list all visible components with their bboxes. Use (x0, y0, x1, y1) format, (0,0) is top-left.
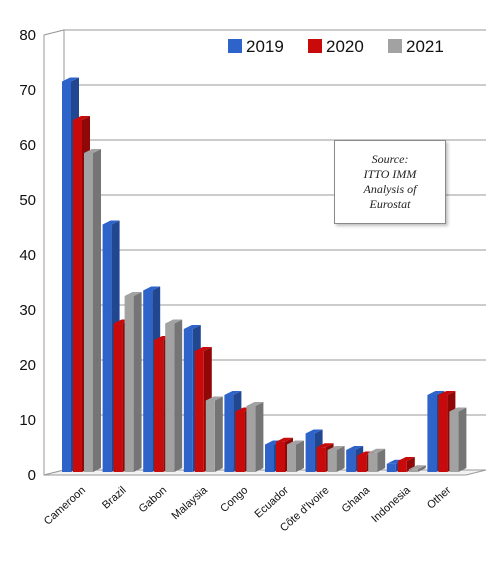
x-tick-label: Congo (218, 484, 250, 515)
y-tick-label: 40 (19, 247, 36, 264)
bar-2021 (246, 402, 264, 472)
x-tick-labels: Cameroon Brazil Gabon Malaysia Congo EcuadorC… (42, 484, 454, 535)
bar-2021 (287, 440, 304, 472)
y-tick-label: 20 (19, 357, 36, 374)
bar-2021 (408, 465, 426, 472)
x-tick-label: Ghana (340, 484, 373, 516)
bar-2021 (165, 319, 183, 472)
x-tick-label: Indonesia (369, 484, 413, 525)
y-tick-label: 0 (28, 467, 36, 484)
legend-swatch (228, 39, 242, 53)
bar-2021 (205, 396, 223, 472)
bar-2021 (449, 407, 467, 472)
source-annotation-box: Source: ITTO IMM Analysis of Eurostat (334, 140, 446, 224)
x-tick-label: Brazil (100, 484, 128, 511)
y-tick-labels: 0 10 20 30 40 50 60 70 80 (19, 27, 36, 484)
bars (62, 77, 467, 472)
x-tick-label: Malaysia (170, 484, 211, 523)
y-tick-label: 60 (19, 137, 36, 154)
y-tick-label: 80 (19, 27, 36, 44)
side-wall (43, 29, 65, 476)
bar-2021 (327, 446, 345, 472)
y-tick-label: 70 (19, 82, 36, 99)
y-tick-label: 50 (19, 192, 36, 209)
bar-2021 (124, 292, 142, 472)
x-tick-label: Ecuador (253, 484, 292, 521)
bar-2021 (84, 149, 101, 472)
legend: 2019 2020 2021 (228, 37, 444, 56)
x-tick-label: Other (425, 484, 454, 512)
legend-swatch (308, 39, 322, 53)
y-tick-label: 30 (19, 302, 36, 319)
bar-2021 (368, 448, 386, 472)
legend-swatch (388, 39, 402, 53)
legend-label: 2019 (246, 37, 284, 56)
source-annotation: Source: ITTO IMM Analysis of Eurostat (363, 152, 417, 211)
x-tick-label: Gabon (137, 484, 170, 515)
x-tick-label: Cameroon (42, 484, 88, 527)
y-tick-label: 10 (19, 412, 36, 429)
legend-label: 2020 (326, 37, 364, 56)
legend-label: 2021 (406, 37, 444, 56)
